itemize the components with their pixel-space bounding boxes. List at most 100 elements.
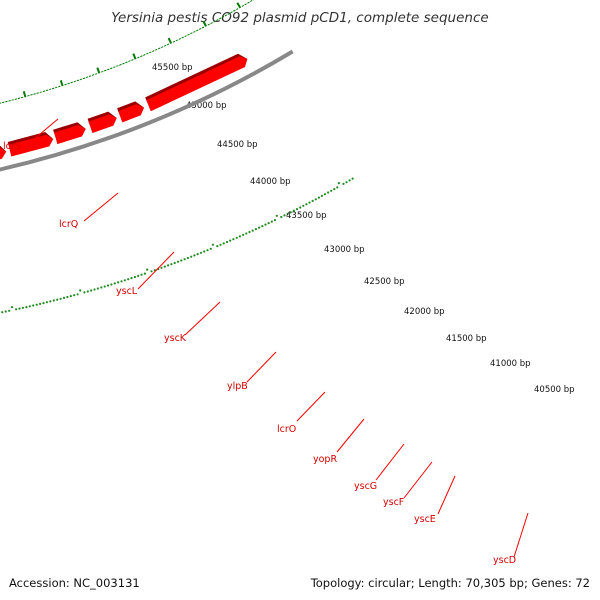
- scale-dot: [18, 307, 21, 310]
- track-dot: [216, 18, 219, 21]
- track-dot: [167, 37, 173, 44]
- track-dot: [230, 11, 233, 14]
- track-dot: [178, 37, 181, 40]
- scale-label-43000: 43000 bp: [324, 245, 365, 255]
- leader-yscL: [137, 251, 175, 290]
- scale-dot: [106, 284, 110, 287]
- track-dot: [236, 8, 239, 11]
- scale-dot: [117, 281, 120, 284]
- red-gene-yscF[interactable]: [54, 125, 86, 145]
- scale-dot: [289, 211, 292, 214]
- scale-dot: [176, 260, 180, 263]
- red-gene-yopR[interactable]: [0, 147, 7, 166]
- scale-dot: [15, 308, 18, 311]
- scale-dot: [320, 194, 323, 197]
- scale-dot: [283, 214, 286, 217]
- scale-dot: [25, 306, 28, 309]
- scale-dot: [317, 196, 320, 199]
- scale-dot: [219, 243, 222, 246]
- scale-label-45500: 45500 bp: [152, 63, 193, 73]
- scale-dot: [348, 179, 351, 182]
- gene-label-yscE: yscE: [414, 514, 436, 525]
- scale-dot: [42, 302, 45, 305]
- scale-dot: [305, 203, 308, 206]
- scale-dot: [238, 235, 241, 238]
- scale-dot: [66, 295, 69, 299]
- track-dot: [207, 23, 210, 26]
- red-gene-yscD[interactable]: [146, 56, 248, 112]
- leader-yopR: [336, 418, 365, 453]
- scale-label-42000: 42000 bp: [404, 307, 445, 317]
- scale-dot: [222, 242, 225, 245]
- scale-dot: [327, 191, 330, 194]
- scale-dot: [336, 186, 339, 189]
- scale-dot: [49, 300, 52, 303]
- scale-dot: [196, 253, 199, 256]
- scale-dot: [28, 305, 31, 308]
- gene-label-yscG: yscG: [354, 481, 377, 492]
- red-gene-yscE2[interactable]: [118, 104, 145, 123]
- scale-dot: [264, 223, 267, 226]
- scale-dot: [62, 296, 66, 299]
- scale-dot: [110, 283, 113, 286]
- track-dot: [221, 15, 225, 18]
- accession-text: Accession: NC_003131: [9, 576, 140, 590]
- red-gene-yscE[interactable]: [88, 114, 117, 133]
- scale-dot: [127, 278, 130, 281]
- track-dot: [213, 20, 216, 23]
- scale-dot: [273, 219, 277, 222]
- scale-dot: [292, 209, 295, 212]
- scale-dot: [100, 286, 103, 289]
- scale-dot: [69, 295, 72, 298]
- scale-dot: [235, 236, 238, 239]
- scale-dot: [308, 201, 311, 204]
- leader-yscG: [375, 443, 405, 481]
- gene-label-lcrO: lcrO: [277, 424, 296, 435]
- scale-dot: [311, 199, 314, 202]
- scale-dot: [333, 188, 336, 191]
- scale-dot: [180, 259, 183, 262]
- inner-dotted-track: [0, 0, 254, 104]
- scale-dot: [190, 255, 193, 258]
- scale-dot: [330, 189, 333, 192]
- scale-dot: [45, 301, 49, 304]
- scale-dot: [86, 290, 89, 293]
- scale-dot: [4, 310, 7, 313]
- track-dot: [224, 14, 228, 17]
- gene-label-yscL: yscL: [116, 286, 138, 297]
- red-gene-yscG[interactable]: [8, 134, 54, 157]
- scale-dot: [183, 258, 186, 261]
- gene-features: [0, 53, 248, 166]
- scale-label-45000: 45000 bp: [186, 101, 227, 111]
- scale-dot: [351, 177, 354, 180]
- scale-dot: [342, 182, 345, 185]
- track-dot: [227, 12, 230, 15]
- scale-dot: [83, 291, 86, 294]
- leader-yscK: [184, 301, 221, 336]
- red-gene-yopR-shade: [0, 145, 7, 152]
- leader-yscE: [437, 475, 456, 515]
- scale-dot: [323, 193, 327, 196]
- scale-dot: [10, 306, 14, 309]
- leader-lcrS: [26, 118, 59, 146]
- track-dot: [241, 4, 245, 7]
- scale-labels: 45500 bp 45000 bp 44500 bp 44000 bp 4350…: [152, 63, 575, 395]
- gene-label-lcrS: lcrS: [3, 141, 21, 152]
- scale-ring: [1, 177, 354, 314]
- scale-dot: [32, 304, 35, 307]
- scale-dot: [96, 287, 99, 290]
- scale-dot: [206, 249, 209, 252]
- gene-label-lcrQ: lcrQ: [59, 219, 78, 230]
- scale-dot: [211, 243, 214, 246]
- scale-dot: [137, 274, 140, 277]
- track-dot: [233, 9, 236, 12]
- scale-dot: [143, 272, 146, 275]
- scale-dot: [120, 280, 123, 283]
- track-dot: [59, 79, 64, 87]
- scale-dot: [199, 251, 203, 254]
- scale-dot: [93, 288, 96, 291]
- scale-dot: [76, 293, 79, 296]
- scale-dot: [90, 289, 93, 292]
- map-title: Yersinia pestis CO92 plasmid pCD1, compl…: [111, 10, 488, 26]
